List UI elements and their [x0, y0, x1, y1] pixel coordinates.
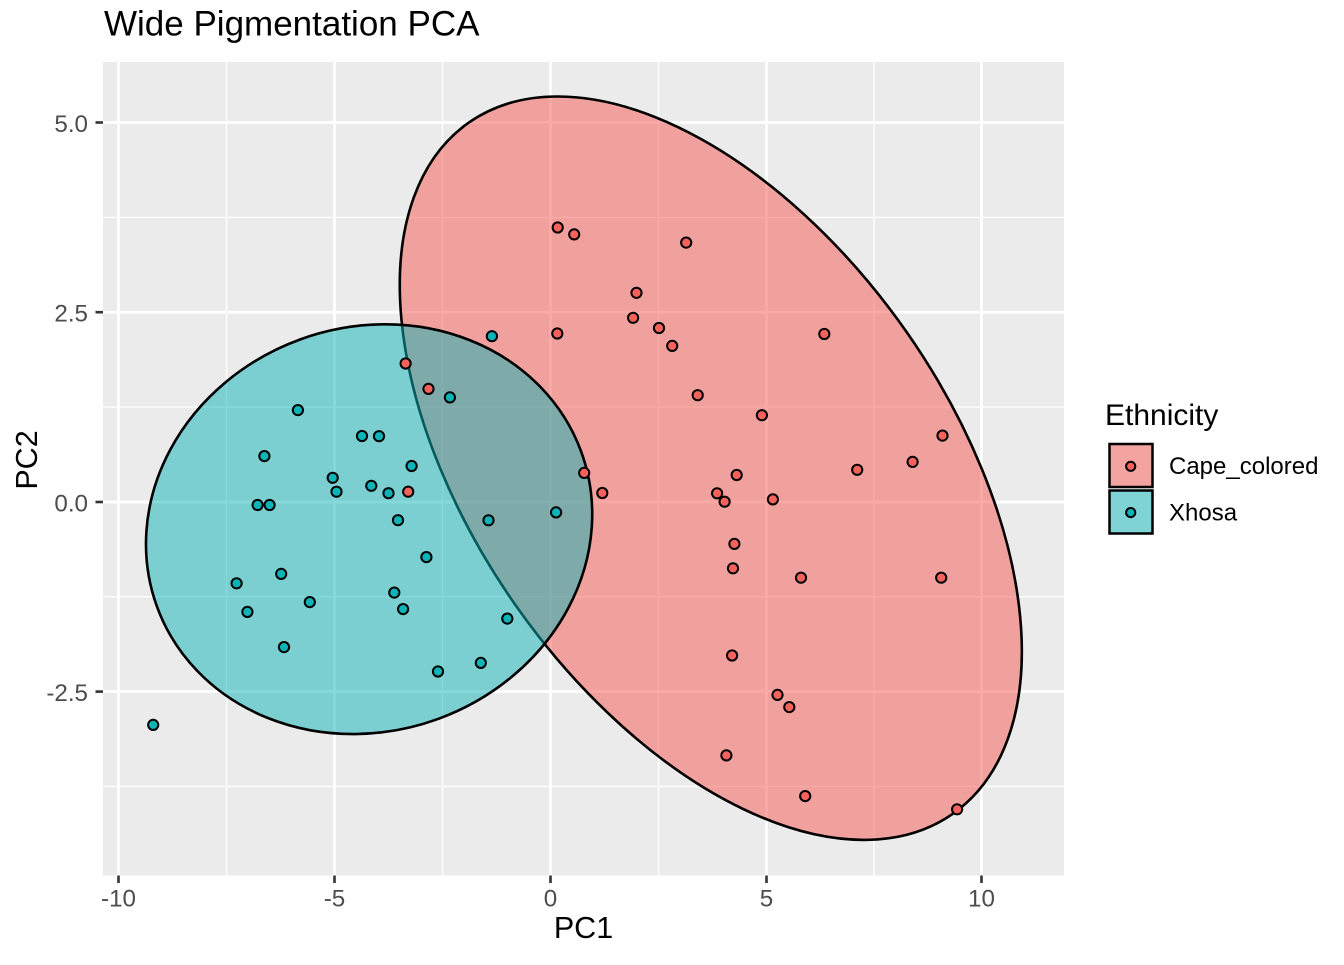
svg-text:0.0: 0.0 — [54, 490, 88, 517]
svg-text:PC1: PC1 — [554, 911, 613, 945]
svg-text:Cape_colored: Cape_colored — [1169, 453, 1318, 480]
svg-text:Xhosa: Xhosa — [1169, 500, 1238, 527]
svg-text:-10: -10 — [101, 886, 136, 913]
svg-text:Ethnicity: Ethnicity — [1105, 399, 1218, 432]
svg-text:PC2: PC2 — [10, 430, 44, 489]
svg-text:-5: -5 — [324, 886, 346, 913]
svg-text:2.5: 2.5 — [54, 301, 88, 328]
svg-text:5.0: 5.0 — [54, 111, 88, 138]
svg-text:10: 10 — [968, 886, 995, 913]
svg-text:-2.5: -2.5 — [46, 680, 88, 707]
svg-text:5: 5 — [760, 886, 773, 913]
svg-text:0: 0 — [544, 886, 557, 913]
svg-text:Wide Pigmentation PCA: Wide Pigmentation PCA — [104, 5, 480, 44]
